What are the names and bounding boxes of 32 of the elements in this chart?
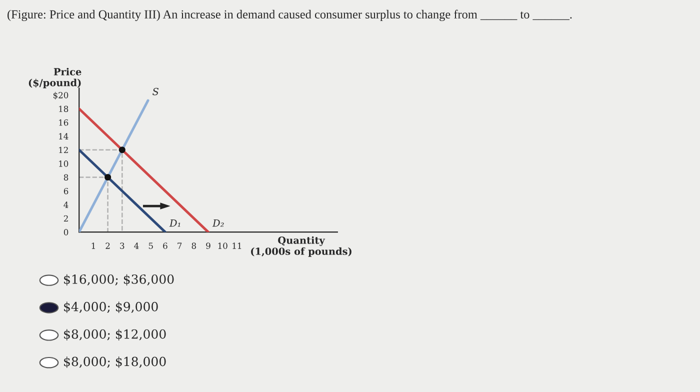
chart-title: (Figure: Price and Quantity III) An increase in demand caused consumer surplus to change from ______ to ______.	[8, 10, 572, 22]
y-tick-label: 12	[59, 146, 68, 154]
y-tick-label: 10	[59, 160, 68, 167]
y-tick-label: 8	[64, 174, 68, 181]
x-tick-label: 11	[232, 242, 242, 249]
x-tick-label: 8	[192, 242, 196, 249]
series-label: D₁	[169, 220, 180, 227]
y-tick-label: 0	[64, 229, 68, 236]
text: $8,000; $12,000	[64, 329, 166, 340]
x-tick-label: 9	[206, 242, 210, 249]
x-tick-label: 10	[218, 242, 228, 249]
x-tick-label: 2	[106, 242, 110, 249]
series-label: D₂	[212, 220, 224, 227]
y-tick-label: 16	[59, 119, 68, 126]
x-tick-label: 4	[134, 242, 139, 249]
y-axis-title: Price ($/pound)	[28, 68, 82, 88]
x-tick-label: 7	[178, 242, 182, 249]
x-axis-title: Quantity (1,000s of pounds)	[251, 236, 352, 257]
text: $4,000; $9,000	[64, 302, 158, 314]
text: $8,000; $18,000	[64, 356, 166, 368]
y-tick-label: 4	[64, 202, 68, 208]
series-label: S	[152, 88, 159, 96]
text: $16,000; $36,000	[64, 274, 174, 286]
y-tick-label: $20	[53, 92, 68, 100]
y-tick-label: 14	[59, 133, 68, 140]
x-tick-label: 6	[163, 242, 168, 249]
x-tick-label: 3	[120, 242, 124, 249]
y-tick-label: 6	[64, 188, 68, 194]
y-tick-label: 18	[59, 106, 68, 112]
x-tick-label: 5	[148, 242, 153, 249]
y-tick-label: 2	[64, 215, 68, 222]
x-tick-label: 1	[92, 242, 95, 249]
